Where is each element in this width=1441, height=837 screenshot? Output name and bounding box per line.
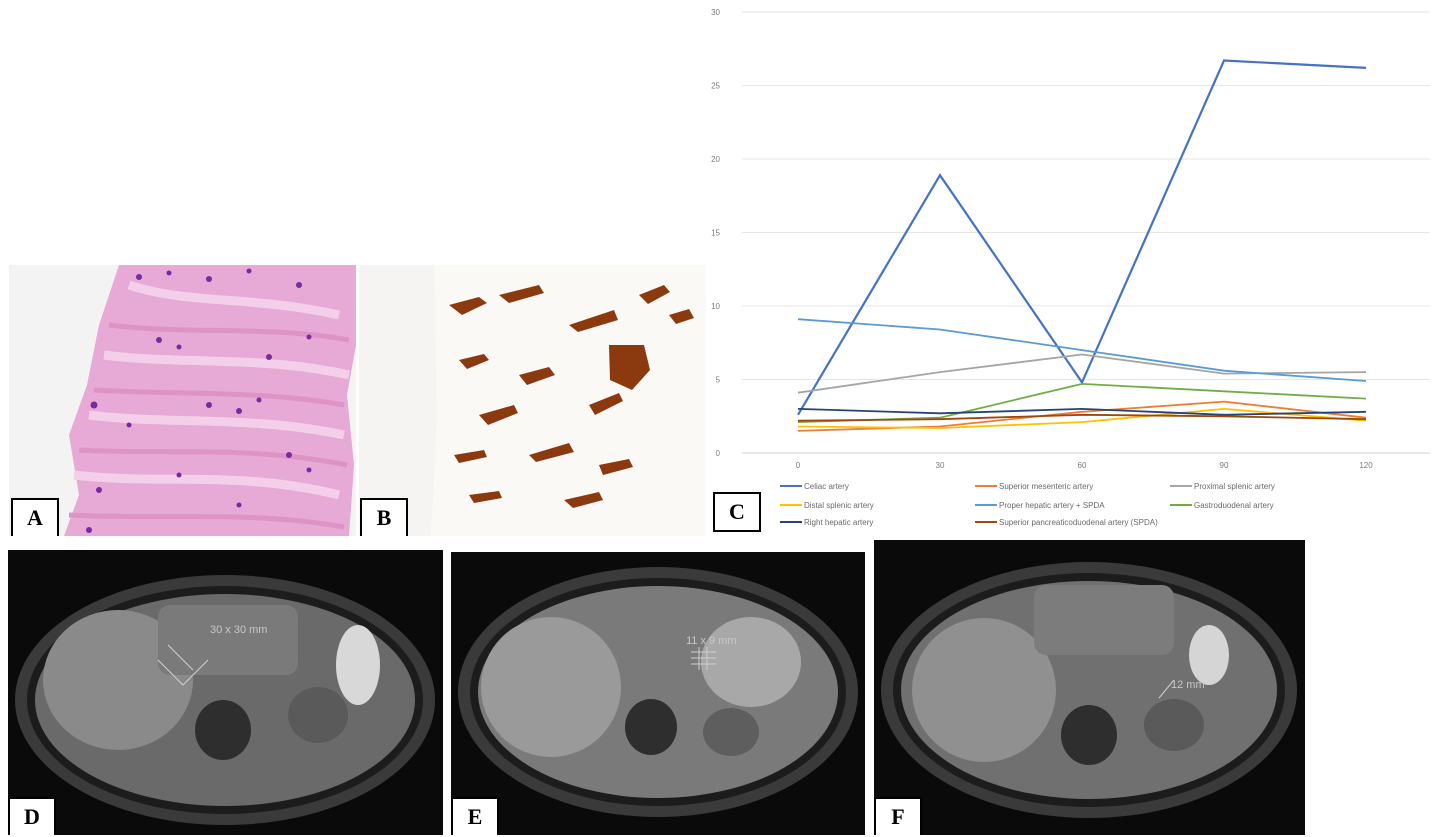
series-line-8 <box>797 413 1367 422</box>
x-tick-label: 120 <box>1359 461 1373 470</box>
line-chart: 0 5 10 15 20 25 30 0 30 60 90 120 Celiac artery Super… <box>700 0 1441 545</box>
series-line-1 <box>797 59 1367 416</box>
legend-label-3: Proximal splenic artery <box>1194 482 1275 491</box>
legend-label-2: Superior mesenteric artery <box>999 482 1093 491</box>
mri-illustration-d: 30 x 30 mm <box>15 575 435 825</box>
series-line-4 <box>797 407 1367 429</box>
panel-label-c: C <box>713 492 761 532</box>
series-line-5 <box>797 318 1367 382</box>
he-stain-illustration <box>9 265 356 536</box>
ihc-stain-illustration <box>359 265 706 536</box>
mri-axial-image-e: 11 x 9 mm E <box>451 552 865 835</box>
y-tick-label: 10 <box>711 302 720 311</box>
panel-label-a: A <box>11 498 59 536</box>
x-tick-label: 90 <box>1220 461 1229 470</box>
legend-label-6: Gastroduodenal artery <box>1194 501 1274 510</box>
measurement-label-d: 30 x 30 mm <box>210 624 267 636</box>
series-line-3 <box>797 353 1367 394</box>
histology-ihc-image: B <box>359 265 706 536</box>
y-tick-label: 15 <box>711 229 720 238</box>
panel-label-f: F <box>874 797 922 835</box>
series-line-6 <box>797 382 1367 423</box>
panel-label-d: D <box>8 797 56 835</box>
y-tick-label: 25 <box>711 82 720 91</box>
measurement-label-e: 11 x 9 mm <box>686 635 737 647</box>
legend-label-4: Distal splenic artery <box>804 501 874 510</box>
x-tick-label: 0 <box>796 461 801 470</box>
legend-label-5: Proper hepatic artery + SPDA <box>999 501 1105 510</box>
mri-illustration-e: 11 x 9 mm <box>458 567 858 817</box>
y-tick-label: 30 <box>711 8 720 17</box>
mri-axial-image-f: 12 mm F <box>874 540 1305 835</box>
y-tick-label: 20 <box>711 155 720 164</box>
measurement-label-f: 12 mm <box>1171 679 1205 691</box>
legend-label-7: Right hepatic artery <box>804 518 873 527</box>
series-line-7 <box>797 407 1367 416</box>
x-tick-label: 30 <box>936 461 945 470</box>
y-tick-label: 5 <box>716 376 721 385</box>
mri-illustration-f: 12 mm <box>881 562 1297 818</box>
legend-label-8: Superior pancreaticoduodenal artery (SPD… <box>999 518 1158 527</box>
legend-label-1: Celiac artery <box>804 482 849 491</box>
x-tick-label: 60 <box>1078 461 1087 470</box>
panel-label-b: B <box>360 498 408 536</box>
mri-axial-image-d: 30 x 30 mm D <box>8 550 443 835</box>
histology-he-image: A <box>9 265 356 536</box>
panel-label-e: E <box>451 797 499 835</box>
chart-canvas: 0 5 10 15 20 25 30 0 30 60 90 120 Celiac artery Super… <box>711 8 1430 527</box>
y-tick-label: 0 <box>716 449 721 458</box>
